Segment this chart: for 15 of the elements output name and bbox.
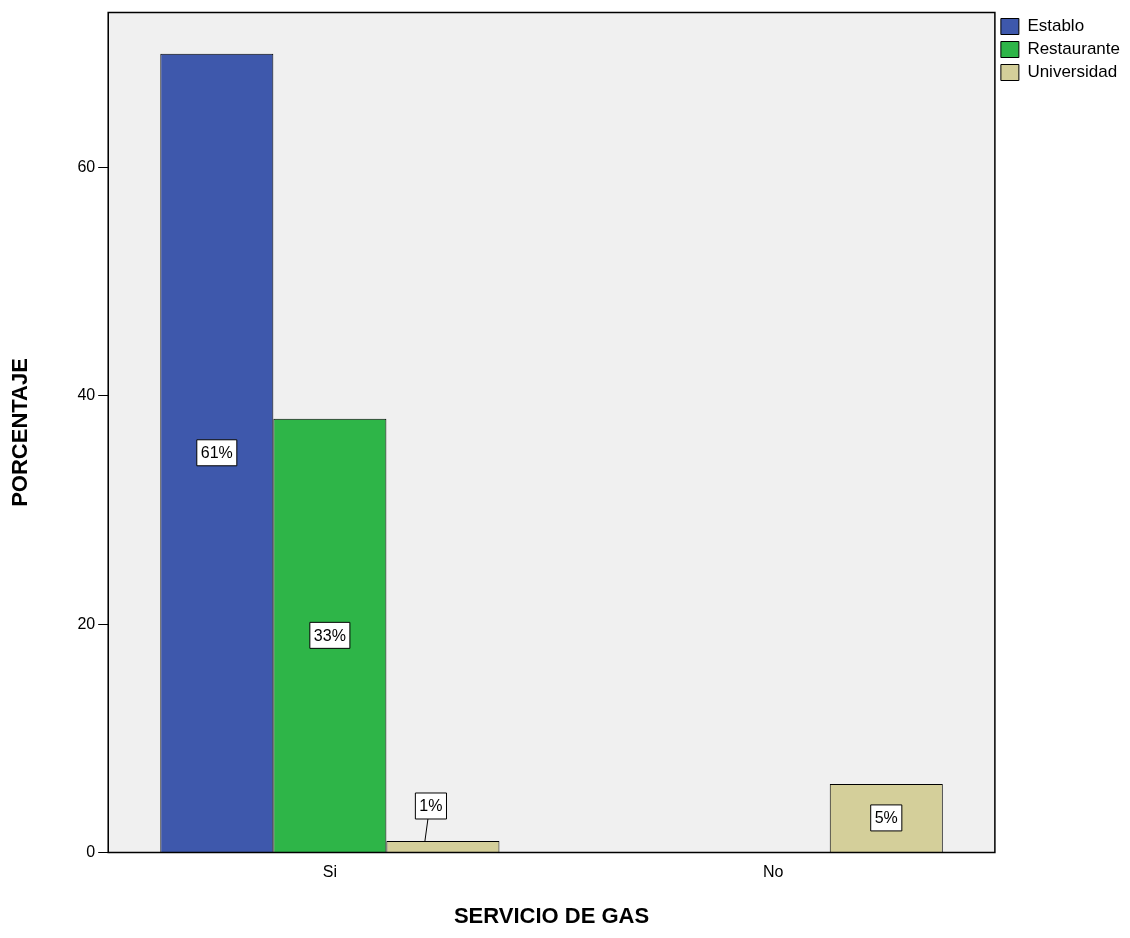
legend-label: Universidad [1027, 62, 1118, 82]
legend-label: Establo [1027, 16, 1085, 36]
annotation: 33% [313, 626, 346, 644]
y-tick-label: 0 [86, 842, 96, 860]
x-axis-title: SERVICIO DE GAS [453, 902, 650, 928]
y-axis-title: PORCENTAJE [7, 358, 33, 507]
y-tick-label: 40 [77, 386, 96, 404]
y-tick-label: 60 [77, 158, 96, 176]
annotation: 1% [419, 797, 443, 815]
x-tick-label: No [762, 863, 784, 881]
annotation: 61% [200, 444, 233, 462]
annotation: 5% [874, 809, 898, 827]
x-tick-label: Si [322, 863, 337, 881]
legend-label: Restaurante [1027, 39, 1121, 59]
y-tick-label: 20 [77, 614, 96, 632]
